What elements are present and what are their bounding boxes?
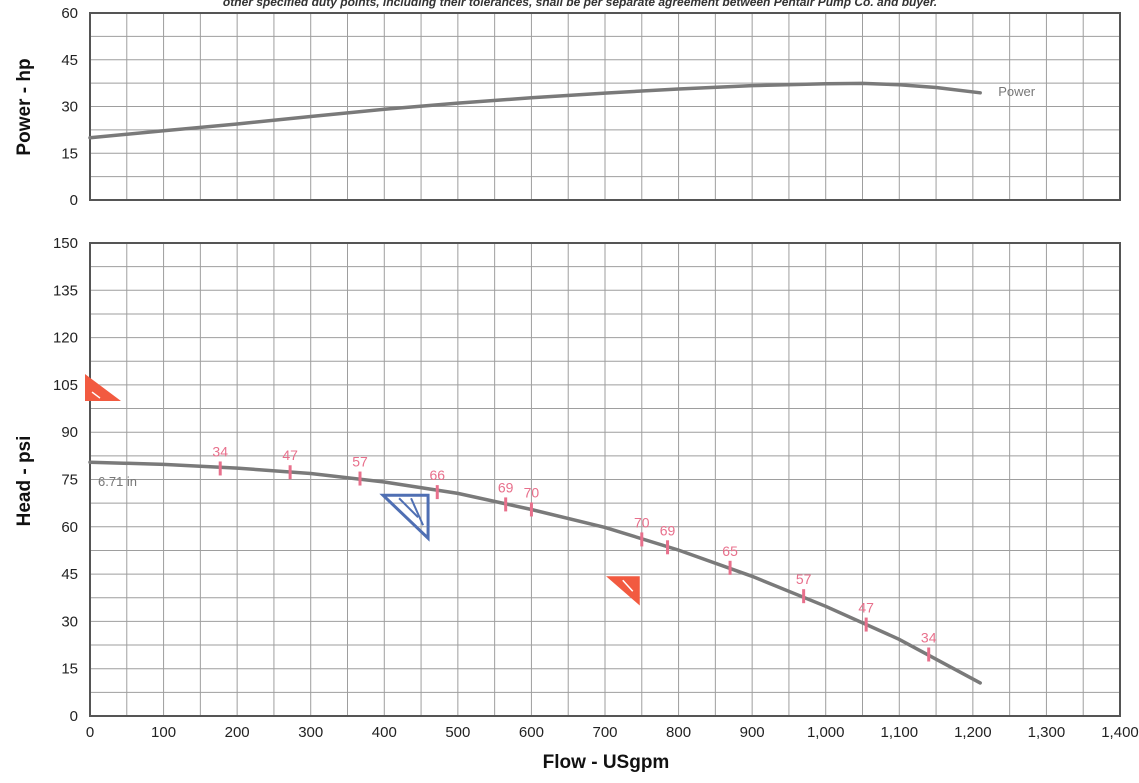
x-tick-label: 1,200 (954, 724, 992, 741)
efficiency-label: 69 (660, 522, 676, 538)
power-y-tick-label: 60 (61, 5, 78, 22)
efficiency-label: 66 (429, 467, 445, 483)
x-tick-label: 1,000 (807, 724, 845, 741)
head-y-tick-label: 105 (53, 377, 78, 394)
power-axis-title: Power - hp (14, 58, 35, 155)
efficiency-label: 69 (498, 479, 514, 495)
power-y-tick-label: 45 (61, 52, 78, 69)
power-y-tick-label: 0 (70, 192, 78, 209)
head-y-tick-label: 15 (61, 661, 78, 678)
head-y-tick-label: 0 (70, 708, 78, 725)
flow-axis-title: Flow - USgpm (543, 752, 670, 773)
x-tick-label: 900 (740, 724, 765, 741)
x-tick-label: 400 (372, 724, 397, 741)
x-tick-label: 700 (592, 724, 617, 741)
head-y-tick-label: 45 (61, 566, 78, 583)
efficiency-label: 34 (212, 443, 228, 459)
x-tick-label: 1,300 (1028, 724, 1066, 741)
x-tick-label: 500 (445, 724, 470, 741)
head-axis-title: Head - psi (14, 436, 35, 527)
head-y-tick-label: 150 (53, 235, 78, 252)
x-tick-label: 800 (666, 724, 691, 741)
power-series-label: Power (998, 84, 1036, 99)
x-tick-label: 1,400 (1101, 724, 1139, 741)
head-y-tick-label: 75 (61, 472, 78, 489)
efficiency-label: 34 (921, 630, 937, 646)
head-y-tick-label: 120 (53, 330, 78, 347)
efficiency-label: 57 (352, 454, 368, 470)
efficiency-label: 57 (796, 571, 812, 587)
head-y-tick-label: 30 (61, 613, 78, 630)
impeller-size-label: 6.71 in (98, 474, 137, 489)
x-tick-label: 0 (86, 724, 94, 741)
efficiency-label: 70 (524, 484, 540, 500)
head-y-tick-label: 60 (61, 519, 78, 536)
efficiency-label: 47 (282, 447, 298, 463)
efficiency-label: 70 (634, 514, 650, 530)
x-tick-label: 100 (151, 724, 176, 741)
power-y-tick-label: 30 (61, 99, 78, 116)
power-y-tick-label: 15 (61, 145, 78, 162)
head-y-tick-label: 90 (61, 424, 78, 441)
efficiency-label: 65 (722, 543, 738, 559)
head-y-tick-label: 135 (53, 282, 78, 299)
header-note: other specified duty points, including t… (223, 0, 937, 9)
x-tick-label: 200 (225, 724, 250, 741)
efficiency-label: 47 (858, 600, 874, 616)
x-tick-label: 300 (298, 724, 323, 741)
x-tick-label: 600 (519, 724, 544, 741)
x-tick-label: 1,100 (881, 724, 919, 741)
